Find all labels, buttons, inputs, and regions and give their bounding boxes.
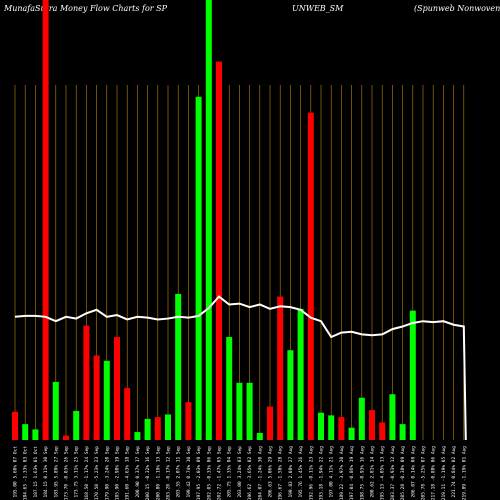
x-tick-label: 196.67 -1.58% 28 Aug <box>278 446 284 500</box>
x-tick-label: 203.37 -0.93% 12 Aug <box>390 446 396 500</box>
x-tick-label: 184.65 -1.33% 03 Oct <box>23 446 29 500</box>
bar <box>277 296 284 440</box>
x-tick-label: 179.90 -3.24% 20 Sep <box>104 446 110 500</box>
bar <box>83 325 90 440</box>
chart-title-right: (Spunweb Nonwoven Lim <box>414 4 500 13</box>
bar <box>32 429 39 440</box>
bar <box>134 432 141 440</box>
x-tick-label: 198.75 -0.93% 16 Aug <box>359 446 365 500</box>
bar <box>42 0 49 440</box>
bar <box>338 417 345 440</box>
bar <box>22 424 29 440</box>
bar <box>216 61 222 440</box>
bar <box>52 381 59 440</box>
x-tick-label: 195.76 1.45% 26 Aug <box>298 446 304 498</box>
x-tick-label: 195.00 5.60% 07 Oct <box>13 446 19 498</box>
x-tick-label: 173.75 3.11% 25 Sep <box>74 446 80 498</box>
x-tick-label: 173.70 -0.03% 26 Sep <box>64 446 70 500</box>
x-tick-label: 200.90 0.37% 17 Sep <box>135 446 141 498</box>
x-tick-label: 193.18 -1.94% 22 Aug <box>319 446 325 500</box>
x-tick-label: 219.11 -1.19% 05 Aug <box>441 446 447 500</box>
x-tick-label: 197.00 4.11% 21 Aug <box>329 446 335 498</box>
bar <box>154 417 161 440</box>
x-tick-label: 191.60 -4.63% 18 Sep <box>125 446 131 500</box>
x-tick-label: 203.20 -0.17% 12 Sep <box>166 446 172 500</box>
x-tick-label: 189.22 -3.97% 20 Aug <box>339 446 345 500</box>
bar <box>246 382 253 440</box>
bar <box>93 355 100 440</box>
bar <box>409 310 416 440</box>
bar <box>379 422 386 440</box>
x-tick-label: 202.72 -1.47% 05 Sep <box>217 446 223 500</box>
x-tick-label: 197.04 -0.86% 19 Aug <box>349 446 355 500</box>
x-tick-label: 185.90 -2.98% 19 Sep <box>115 446 121 500</box>
x-tick-label: 205.28 -0.38% 09 Aug <box>400 446 406 500</box>
bar <box>114 337 120 440</box>
bar <box>318 412 324 440</box>
x-tick-label: 203.00 3.24% 03 Sep <box>237 446 243 498</box>
x-tick-label: 197.95 -2.03% 09 Sep <box>196 446 202 500</box>
bar <box>144 418 151 440</box>
x-tick-label: 205.75 1.35% 04 Sep <box>227 446 233 498</box>
x-tick-label: 203.55 2.07% 11 Sep <box>176 446 182 498</box>
bar <box>124 388 131 440</box>
x-tick-label: 205.78 -5.25% 07 Aug <box>421 446 427 500</box>
bar <box>256 432 263 440</box>
bar <box>12 411 18 440</box>
bar <box>358 397 365 440</box>
bar <box>297 308 304 440</box>
x-tick-label: 202.05 -0.33% 06 Sep <box>206 446 212 500</box>
x-tick-label: 200.80 -1.19% 13 Sep <box>155 446 161 500</box>
x-tick-label: 196.62 -3.65% 02 Sep <box>247 446 253 500</box>
bar <box>307 112 314 440</box>
bar <box>103 360 110 440</box>
bar <box>63 435 69 440</box>
bar <box>226 337 233 440</box>
money-flow-line <box>14 295 467 441</box>
x-tick-label: 199.42 0.74% 10 Sep <box>186 446 192 498</box>
bar <box>175 293 182 440</box>
bar <box>73 410 80 440</box>
bar <box>165 414 171 440</box>
x-tick-label: 221.74 0.84% 02 Aug <box>451 446 457 498</box>
x-tick-label: 184.15 0.11% 30 Sep <box>43 446 49 498</box>
chart-title-left: MunafaSutra Money Flow Charts for SP <box>4 4 167 13</box>
x-tick-label: 200.15 -0.32% 16 Sep <box>145 446 151 500</box>
bar <box>389 394 396 440</box>
bar <box>267 406 273 440</box>
x-tick-label: 170.50 -5.23% 23 Sep <box>94 446 100 500</box>
x-tick-label: 206.07 0.14% 08 Aug <box>410 446 416 498</box>
x-tick-label: 192.96 -0.11% 23 Aug <box>308 446 314 500</box>
x-tick-label: 206.63 5.06% 29 Aug <box>268 446 274 498</box>
x-tick-label: 217.18 -0.88% 06 Aug <box>431 446 437 500</box>
bar <box>185 402 192 440</box>
bar <box>328 415 335 440</box>
bar <box>399 424 406 440</box>
bar <box>205 0 212 440</box>
bar <box>195 96 202 441</box>
bar <box>348 427 355 440</box>
x-tick-label: 183.95 5.89% 27 Sep <box>53 446 59 498</box>
x-tick-label: 195.13 -4.05% 13 Aug <box>380 446 386 500</box>
bar <box>236 382 243 440</box>
chart-title-middle: UNWEB_SM <box>292 4 344 13</box>
x-tick-labels: 195.00 5.60% 07 Oct 184.65 -1.33% 03 Oct 1… <box>13 446 468 500</box>
x-tick-label: 200.62 2.81% 14 Aug <box>370 446 376 498</box>
x-tick-label: 187.15 1.63% 01 Oct <box>33 446 39 498</box>
x-tick-label: 168.50 -1.17% 24 Sep <box>84 446 90 500</box>
x-tick-label: 199.83 2.08% 27 Aug <box>288 446 294 498</box>
bar <box>287 350 294 440</box>
x-tick-label: 219.89 -1.19% 01 Aug <box>461 446 467 500</box>
bar-series <box>12 0 416 441</box>
x-tick-label: 204.07 -1.24% 30 Aug <box>257 446 263 500</box>
bar <box>369 410 375 440</box>
